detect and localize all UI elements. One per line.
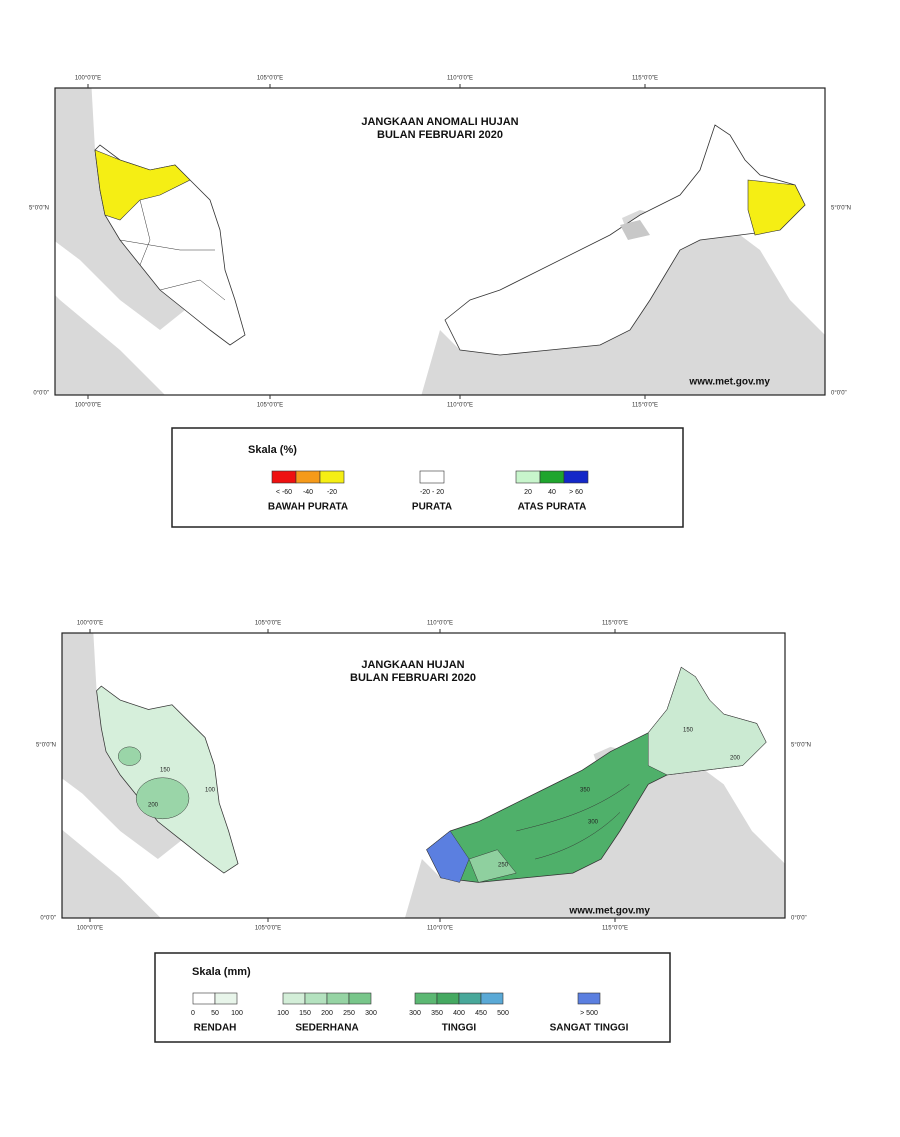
legend-group-name: RENDAH [194,1023,237,1034]
longitude-label: 100°0'0"E [75,403,101,409]
contour-label: 350 [580,788,591,794]
source-url: www.met.gov.my [688,377,770,388]
legend-label: 40 [548,489,556,496]
legend-label: -40 [303,489,313,496]
legend-swatch [214,992,238,1005]
legend-label: 200 [321,1010,333,1017]
legend-label: -20 [327,489,337,496]
legend-swatch [282,992,306,1005]
map-title: JANGKAAN HUJAN [361,659,464,671]
legend-label: 100 [277,1010,289,1017]
legend-swatch [295,470,321,484]
longitude-label: 105°0'0"E [257,76,283,82]
legend-label: 50 [211,1010,219,1017]
legend-swatch [539,470,565,484]
legend-swatch [436,992,460,1005]
legend-label: 300 [365,1010,377,1017]
legend-group-name: ATAS PURATA [518,502,587,513]
legend-swatch [563,470,589,484]
map-anomaly [54,87,826,396]
legend-swatch [271,470,297,484]
latitude-label: 5°0'0"N [831,206,851,212]
longitude-label: 110°0'0"E [447,403,473,409]
latitude-label: 0°0'0" [791,916,807,922]
legend-label: 0 [191,1010,195,1017]
legend-swatch [480,992,504,1005]
legend-label: 400 [453,1010,465,1017]
legend-label: 150 [299,1010,311,1017]
latitude-label: 0°0'0" [831,391,847,397]
legend-label: 250 [343,1010,355,1017]
map-title: BULAN FEBRUARI 2020 [350,672,476,684]
legend-swatch [577,992,601,1005]
legend-swatch [414,992,438,1005]
latitude-label: 5°0'0"N [791,743,811,749]
legend-group-name: TINGGI [442,1023,477,1034]
longitude-label: 100°0'0"E [75,76,101,82]
legend-swatch [419,470,445,484]
longitude-label: 110°0'0"E [427,621,453,627]
legend-swatch [515,470,541,484]
latitude-label: 0°0'0" [40,916,56,922]
contour-label: 100 [205,788,216,794]
contour-label: 200 [730,756,741,762]
latitude-label: 5°0'0"N [36,743,56,749]
longitude-label: 110°0'0"E [427,926,453,932]
latitude-label: 0°0'0" [33,391,49,397]
longitude-label: 115°0'0"E [602,926,628,932]
longitude-label: 110°0'0"E [447,76,473,82]
legend-swatch [348,992,372,1005]
legend-label: 450 [475,1010,487,1017]
legend-title: Skala (%) [248,444,297,456]
longitude-label: 105°0'0"E [255,621,281,627]
longitude-label: 105°0'0"E [255,926,281,932]
contour-label: 250 [498,863,509,869]
legend-group-name: SANGAT TINGGI [550,1023,629,1034]
longitude-label: 115°0'0"E [602,621,628,627]
legend-label: 300 [409,1010,421,1017]
legend-label: < -60 [276,489,292,496]
legend-title: Skala (mm) [192,966,251,978]
map-title: BULAN FEBRUARI 2020 [377,129,503,141]
legend-swatch [458,992,482,1005]
latitude-label: 5°0'0"N [29,206,49,212]
contour-label: 300 [588,820,599,826]
source-url: www.met.gov.my [568,906,650,917]
contour-label: 200 [148,803,159,809]
legend-label: 100 [231,1010,243,1017]
legend-group-name: BAWAH PURATA [268,502,348,513]
legend-label: > 500 [580,1010,598,1017]
longitude-label: 105°0'0"E [257,403,283,409]
map-title: JANGKAAN ANOMALI HUJAN [361,116,518,128]
longitude-label: 115°0'0"E [632,76,658,82]
legend-label: 20 [524,489,532,496]
legend-group-name: SEDERHANA [295,1023,358,1034]
map-rainfall: 100 150 200 250 300 350 150 200 [61,632,786,919]
legend-label: 500 [497,1010,509,1017]
legend-swatch [319,470,345,484]
contour-label: 150 [683,728,694,734]
longitude-label: 100°0'0"E [77,621,103,627]
legend-label: > 60 [569,489,583,496]
legend-group-name: PURATA [412,502,452,513]
legend-swatch [326,992,350,1005]
legend-swatch [192,992,216,1005]
longitude-label: 115°0'0"E [632,403,658,409]
contour-label: 150 [160,768,171,774]
longitude-label: 100°0'0"E [77,926,103,932]
legend-label: 350 [431,1010,443,1017]
legend-label: -20 - 20 [420,489,444,496]
legend-swatch [304,992,328,1005]
